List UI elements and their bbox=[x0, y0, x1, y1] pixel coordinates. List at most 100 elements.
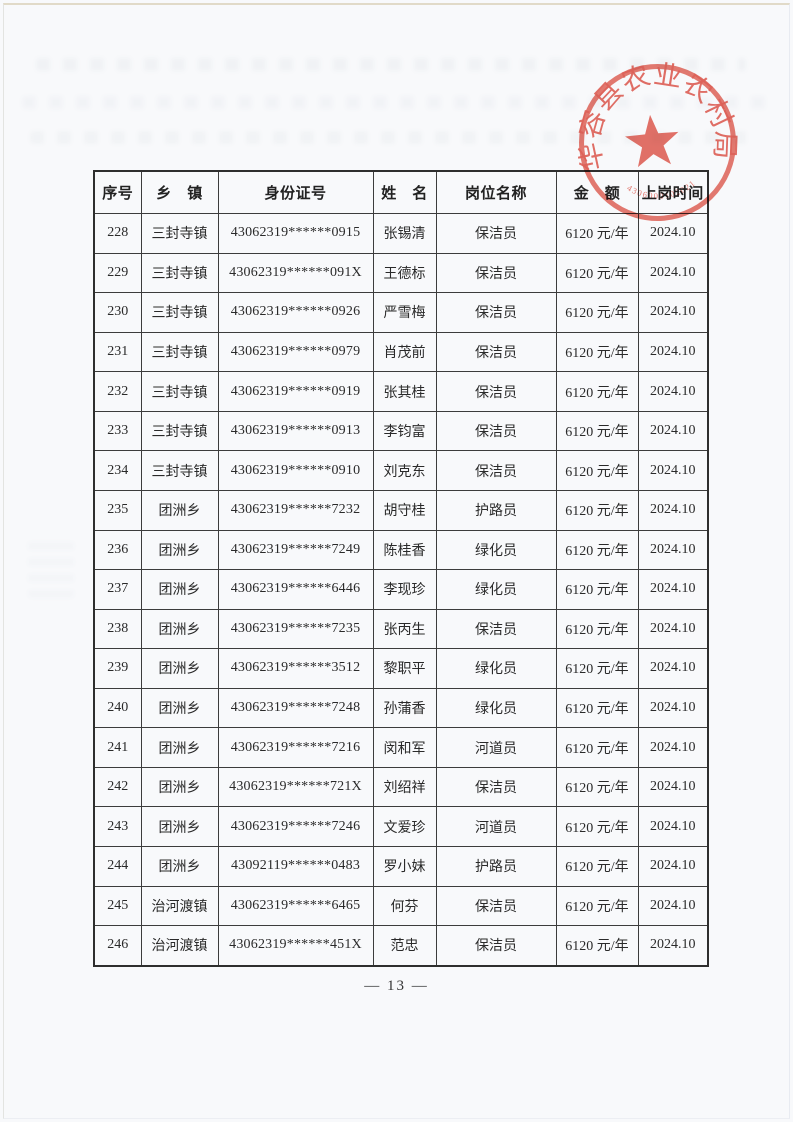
cell-position: 保洁员 bbox=[435, 213, 557, 254]
cell-township: 三封寺镇 bbox=[140, 252, 219, 294]
cell-seq: 229 bbox=[93, 252, 142, 294]
cell-name: 王德标 bbox=[372, 252, 437, 294]
cell-township: 团洲乡 bbox=[140, 569, 219, 610]
cell-amount: 6120 元/年 bbox=[555, 766, 639, 808]
cell-name: 闵和军 bbox=[372, 727, 437, 768]
column-header-1: 乡 镇 bbox=[140, 170, 219, 214]
cell-amount: 6120 元/年 bbox=[555, 687, 639, 729]
cell-start-time: 2024.10 bbox=[637, 213, 709, 254]
cell-position: 绿化员 bbox=[435, 687, 557, 729]
cell-seq: 228 bbox=[93, 213, 142, 254]
cell-name: 张丙生 bbox=[372, 608, 437, 650]
cell-name: 陈桂香 bbox=[372, 529, 437, 571]
cell-seq: 230 bbox=[93, 292, 142, 333]
table-row: 241 团洲乡 43062319******7216 闵和军 河道员 6120 元/年 20… bbox=[93, 727, 709, 768]
cell-township: 治河渡镇 bbox=[140, 885, 219, 927]
cell-name: 刘绍祥 bbox=[372, 766, 437, 808]
cell-id-number: 43062319******7249 bbox=[217, 529, 374, 571]
cell-seq: 232 bbox=[93, 371, 142, 412]
cell-township: 团洲乡 bbox=[140, 846, 219, 887]
table-row: 242 团洲乡 43062319******721X 刘绍祥 保洁员 6120 元/年 20… bbox=[93, 766, 709, 808]
table-row: 236 团洲乡 43062319******7249 陈桂香 绿化员 6120 元/年 20… bbox=[93, 529, 709, 571]
cell-id-number: 43062319******0919 bbox=[217, 371, 374, 412]
table-row: 240 团洲乡 43062319******7248 孙蒲香 绿化员 6120 元/年 20… bbox=[93, 687, 709, 729]
cell-start-time: 2024.10 bbox=[637, 687, 709, 729]
cell-id-number: 43062319******0910 bbox=[217, 450, 374, 491]
column-header-6: 上岗时间 bbox=[637, 170, 709, 214]
cell-amount: 6120 元/年 bbox=[555, 371, 639, 412]
cell-id-number: 43062319******3512 bbox=[217, 648, 374, 689]
cell-amount: 6120 元/年 bbox=[555, 489, 639, 531]
cell-name: 何芬 bbox=[372, 885, 437, 927]
cell-amount: 6120 元/年 bbox=[555, 331, 639, 373]
table-row: 228 三封寺镇 43062319******0915 张锡清 保洁员 6120 元/年 2… bbox=[93, 213, 709, 254]
cell-start-time: 2024.10 bbox=[637, 766, 709, 808]
cell-position: 河道员 bbox=[435, 727, 557, 768]
cell-amount: 6120 元/年 bbox=[555, 410, 639, 452]
cell-start-time: 2024.10 bbox=[637, 608, 709, 650]
cell-seq: 234 bbox=[93, 450, 142, 491]
cell-id-number: 43062319******7248 bbox=[217, 687, 374, 729]
cell-seq: 241 bbox=[93, 727, 142, 768]
cell-position: 护路员 bbox=[435, 489, 557, 531]
cell-township: 治河渡镇 bbox=[140, 925, 219, 967]
column-header-0: 序号 bbox=[93, 170, 142, 214]
cell-seq: 243 bbox=[93, 806, 142, 847]
cell-id-number: 43062319******7246 bbox=[217, 806, 374, 847]
cell-start-time: 2024.10 bbox=[637, 450, 709, 491]
personnel-roster-table: 序号乡 镇身份证号姓 名岗位名称金 额上岗时间 228 三封寺镇 43062319*… bbox=[93, 170, 709, 967]
table-row: 244 团洲乡 43092119******0483 罗小妹 护路员 6120 元/年 20… bbox=[93, 846, 709, 887]
cell-id-number: 43062319******0913 bbox=[217, 410, 374, 452]
cell-name: 文爱珍 bbox=[372, 806, 437, 847]
cell-name: 肖茂前 bbox=[372, 331, 437, 373]
cell-position: 绿化员 bbox=[435, 569, 557, 610]
cell-start-time: 2024.10 bbox=[637, 727, 709, 768]
cell-amount: 6120 元/年 bbox=[555, 608, 639, 650]
cell-township: 团洲乡 bbox=[140, 489, 219, 531]
cell-position: 绿化员 bbox=[435, 648, 557, 689]
cell-start-time: 2024.10 bbox=[637, 331, 709, 373]
cell-position: 保洁员 bbox=[435, 608, 557, 650]
cell-id-number: 43062319******0926 bbox=[217, 292, 374, 333]
cell-seq: 231 bbox=[93, 331, 142, 373]
cell-start-time: 2024.10 bbox=[637, 371, 709, 412]
cell-id-number: 43062319******7235 bbox=[217, 608, 374, 650]
cell-amount: 6120 元/年 bbox=[555, 806, 639, 847]
table-row: 233 三封寺镇 43062319******0913 李钧富 保洁员 6120 元/年 2… bbox=[93, 410, 709, 452]
table-row: 239 团洲乡 43062319******3512 黎职平 绿化员 6120 元/年 20… bbox=[93, 648, 709, 689]
table-header-row: 序号乡 镇身份证号姓 名岗位名称金 额上岗时间 bbox=[93, 170, 709, 214]
cell-amount: 6120 元/年 bbox=[555, 727, 639, 768]
cell-position: 绿化员 bbox=[435, 529, 557, 571]
bleed-through-ghosting bbox=[36, 58, 746, 71]
cell-start-time: 2024.10 bbox=[637, 252, 709, 294]
table-body: 228 三封寺镇 43062319******0915 张锡清 保洁员 6120 元/年 2… bbox=[93, 213, 709, 967]
cell-position: 河道员 bbox=[435, 806, 557, 847]
cell-township: 三封寺镇 bbox=[140, 331, 219, 373]
cell-position: 护路员 bbox=[435, 846, 557, 887]
cell-start-time: 2024.10 bbox=[637, 925, 709, 967]
cell-id-number: 43062319******6465 bbox=[217, 885, 374, 927]
cell-name: 李钧富 bbox=[372, 410, 437, 452]
cell-id-number: 43062319******6446 bbox=[217, 569, 374, 610]
cell-start-time: 2024.10 bbox=[637, 410, 709, 452]
cell-start-time: 2024.10 bbox=[637, 489, 709, 531]
table-row: 245 治河渡镇 43062319******6465 何芬 保洁员 6120 元/年 20… bbox=[93, 885, 709, 927]
cell-id-number: 43062319******7216 bbox=[217, 727, 374, 768]
table-row: 246 治河渡镇 43062319******451X 范忠 保洁员 6120 元/年 20… bbox=[93, 925, 709, 967]
cell-name: 范忠 bbox=[372, 925, 437, 967]
cell-position: 保洁员 bbox=[435, 252, 557, 294]
column-header-5: 金 额 bbox=[555, 170, 639, 214]
bleed-through-ghosting bbox=[22, 96, 770, 109]
cell-amount: 6120 元/年 bbox=[555, 450, 639, 491]
cell-name: 孙蒲香 bbox=[372, 687, 437, 729]
cell-id-number: 43062319******721X bbox=[217, 766, 374, 808]
cell-seq: 237 bbox=[93, 569, 142, 610]
cell-township: 团洲乡 bbox=[140, 806, 219, 847]
cell-township: 团洲乡 bbox=[140, 766, 219, 808]
cell-seq: 242 bbox=[93, 766, 142, 808]
cell-amount: 6120 元/年 bbox=[555, 292, 639, 333]
cell-position: 保洁员 bbox=[435, 410, 557, 452]
cell-township: 团洲乡 bbox=[140, 727, 219, 768]
cell-position: 保洁员 bbox=[435, 766, 557, 808]
cell-township: 团洲乡 bbox=[140, 648, 219, 689]
